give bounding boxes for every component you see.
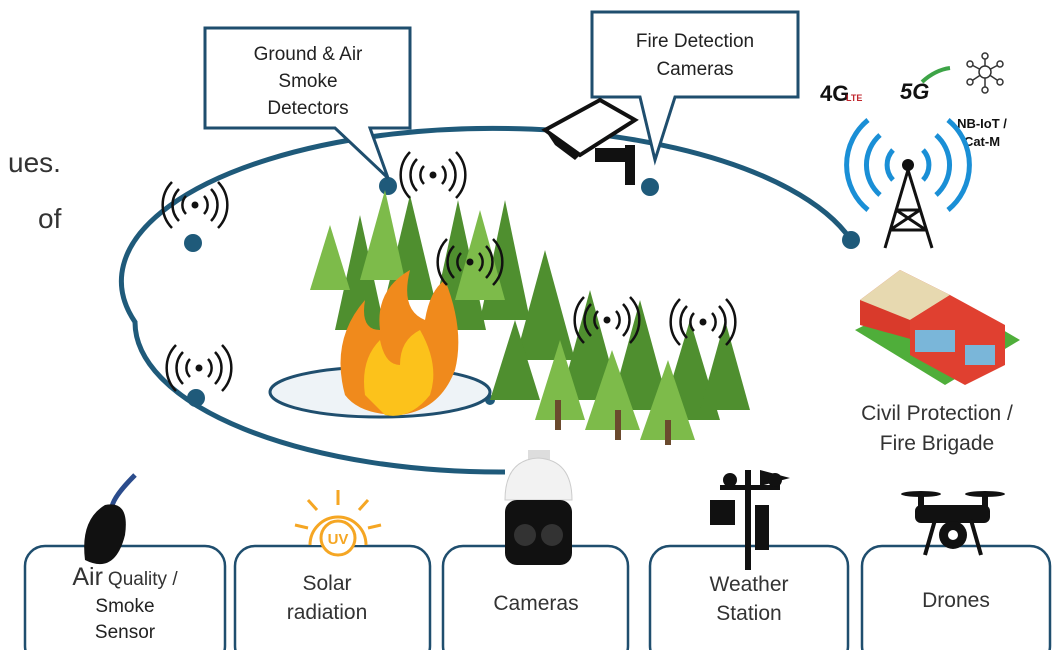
fire-station-icon [855,270,1020,385]
sensor-label-lead: Air [72,563,103,591]
partial-text: of [38,203,62,234]
responder-label: Civil Protection / [861,402,1013,425]
diagram: ues. of [0,0,1053,650]
network-badge: 4G [820,81,849,106]
5g-swoosh [922,68,950,82]
partial-text: ues. [8,147,61,178]
responder-label: Fire Brigade [880,432,994,455]
iot-icon [967,53,1003,93]
sensor-label: Quality / [108,569,178,590]
callout-text: Smoke [278,71,337,92]
sensor-label: radiation [287,601,368,624]
dome-camera-icon [505,450,572,565]
sensor-label: Weather [710,573,789,596]
sensor-label: Sensor [95,622,156,643]
uv-label: UV [328,531,349,548]
camera-icon [545,100,635,185]
network-badge: LTE [846,93,862,103]
sensor-label: Smoke [95,596,154,617]
sensor-label: Solar [302,572,351,595]
callout-text: Cameras [656,59,733,80]
cell-tower [847,120,970,248]
network-badge: 5G [900,79,929,104]
network-label: NB-IoT / [957,116,1007,131]
sensor-label: Station [716,602,781,625]
callout-text: Detectors [267,98,348,119]
sensor-label: Drones [922,589,990,612]
sensor-label: Cameras [493,592,578,615]
callout-text: Ground & Air [254,44,363,65]
callout-text: Fire Detection [636,31,754,52]
network-label: Cat-M [964,134,1000,149]
